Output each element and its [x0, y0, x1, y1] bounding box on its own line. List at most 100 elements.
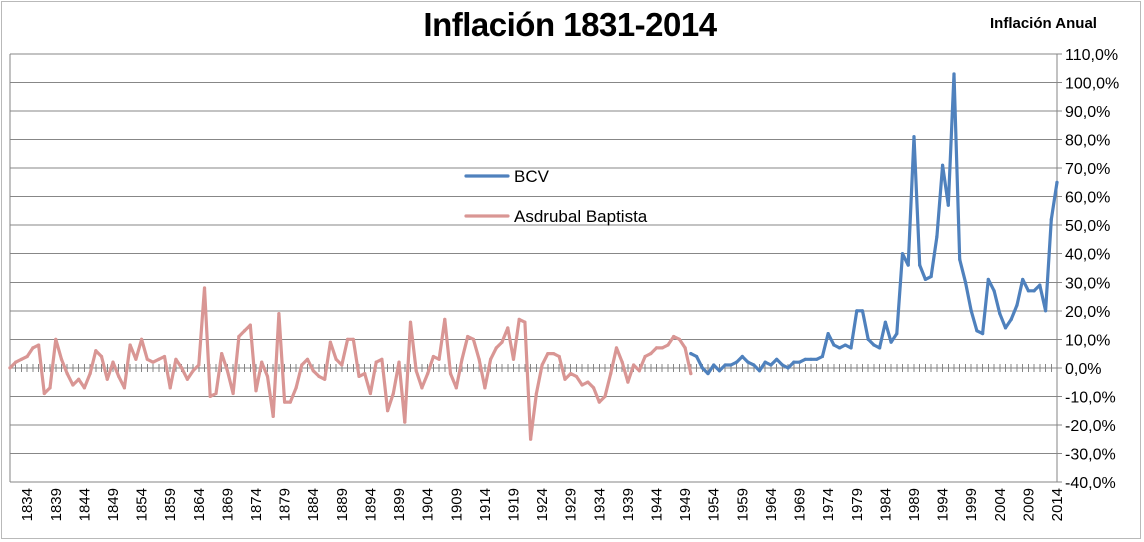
data-point: [586, 380, 590, 384]
data-point: [591, 386, 596, 390]
data-point: [82, 386, 86, 390]
data-point: [523, 320, 527, 324]
data-point: [940, 163, 945, 167]
data-point: [477, 357, 481, 361]
x-tick-label: 1854: [134, 488, 151, 521]
data-point: [403, 420, 407, 424]
y-tick-label: -20,0%: [1065, 418, 1116, 435]
data-point: [265, 374, 270, 379]
data-point: [225, 369, 230, 373]
x-tick-label: 1839: [48, 488, 65, 521]
data-point: [981, 332, 985, 336]
data-point: [809, 357, 813, 361]
data-point: [540, 363, 544, 367]
x-tick-label: 1959: [734, 488, 751, 521]
data-point: [340, 363, 344, 367]
data-point: [19, 357, 24, 361]
data-point: [620, 360, 624, 364]
x-tick-label: 1989: [906, 488, 923, 521]
data-point: [483, 386, 487, 390]
series-layer: [8, 72, 1059, 441]
data-point: [151, 360, 155, 364]
x-tick-label: 2014: [1049, 488, 1066, 521]
data-point: [466, 334, 470, 339]
data-point: [105, 377, 109, 381]
data-point: [180, 366, 184, 370]
data-point: [374, 360, 378, 364]
data-point: [746, 360, 750, 364]
data-point: [580, 383, 584, 387]
y-tick-label: 40,0%: [1065, 247, 1110, 264]
data-point: [860, 309, 865, 313]
x-tick-label: 1929: [563, 488, 580, 521]
data-point: [323, 377, 327, 381]
data-point: [729, 363, 733, 367]
x-tick-label: 1984: [877, 488, 894, 521]
x-tick-label: 1934: [591, 488, 608, 521]
data-point: [231, 391, 235, 396]
y-tick-label: -30,0%: [1065, 446, 1116, 463]
data-point: [786, 366, 790, 370]
data-point: [1015, 303, 1019, 307]
data-point: [214, 391, 218, 396]
data-point: [1043, 309, 1048, 313]
data-point: [443, 317, 447, 321]
data-point: [271, 414, 275, 418]
data-point: [603, 394, 607, 398]
data-point: [900, 252, 905, 256]
data-point: [837, 346, 842, 350]
y-tick-label: 70,0%: [1065, 161, 1110, 178]
data-point: [77, 377, 81, 381]
data-point: [220, 352, 224, 356]
data-point: [448, 371, 453, 376]
data-point: [517, 317, 521, 321]
data-point: [65, 371, 69, 376]
data-point: [488, 357, 493, 361]
data-point: [94, 349, 98, 353]
x-tick-label: 1954: [706, 488, 723, 521]
data-point: [992, 289, 996, 293]
x-tick-label: 1939: [620, 488, 637, 521]
y-tick-label: 80,0%: [1065, 133, 1110, 150]
data-point: [431, 354, 435, 359]
data-point: [351, 337, 355, 341]
data-point: [357, 374, 361, 379]
x-tick-label: 1834: [19, 488, 36, 521]
data-point: [717, 369, 722, 373]
legend-label: Asdrubal Baptista: [514, 207, 648, 226]
data-point: [134, 357, 138, 361]
data-point: [969, 309, 973, 313]
data-point: [712, 363, 716, 367]
data-point: [826, 332, 830, 336]
x-tick-label: 1894: [362, 488, 379, 521]
y-tick-label: 20,0%: [1065, 304, 1110, 321]
data-point: [1049, 217, 1053, 222]
data-point: [59, 357, 64, 361]
y-tick-label: 110,0%: [1065, 47, 1118, 64]
series-line-bcv: [689, 72, 1059, 376]
data-point: [918, 263, 922, 267]
data-point: [283, 400, 287, 404]
data-point: [609, 371, 613, 376]
data-point: [511, 357, 516, 361]
data-point: [569, 371, 573, 376]
x-tick-label: 1864: [191, 488, 208, 521]
x-tick-label: 1974: [820, 488, 837, 521]
data-point: [878, 346, 882, 350]
y-tick-label: 30,0%: [1065, 275, 1110, 292]
data-point: [574, 374, 579, 379]
data-point: [168, 386, 172, 390]
x-tick-label: 1859: [162, 488, 179, 521]
y-tick-label: 0,0%: [1065, 361, 1101, 378]
data-point: [769, 363, 773, 367]
data-point: [923, 277, 928, 282]
y-tick-label: 50,0%: [1065, 218, 1110, 235]
data-point: [672, 334, 676, 339]
y-tick-label: 90,0%: [1065, 104, 1110, 121]
y-tick-label: -10,0%: [1065, 389, 1116, 406]
x-tick-label: 1844: [76, 488, 93, 521]
data-point: [563, 377, 567, 381]
data-point: [975, 329, 979, 333]
data-point: [380, 357, 384, 361]
x-tick-label: 1969: [792, 488, 809, 521]
